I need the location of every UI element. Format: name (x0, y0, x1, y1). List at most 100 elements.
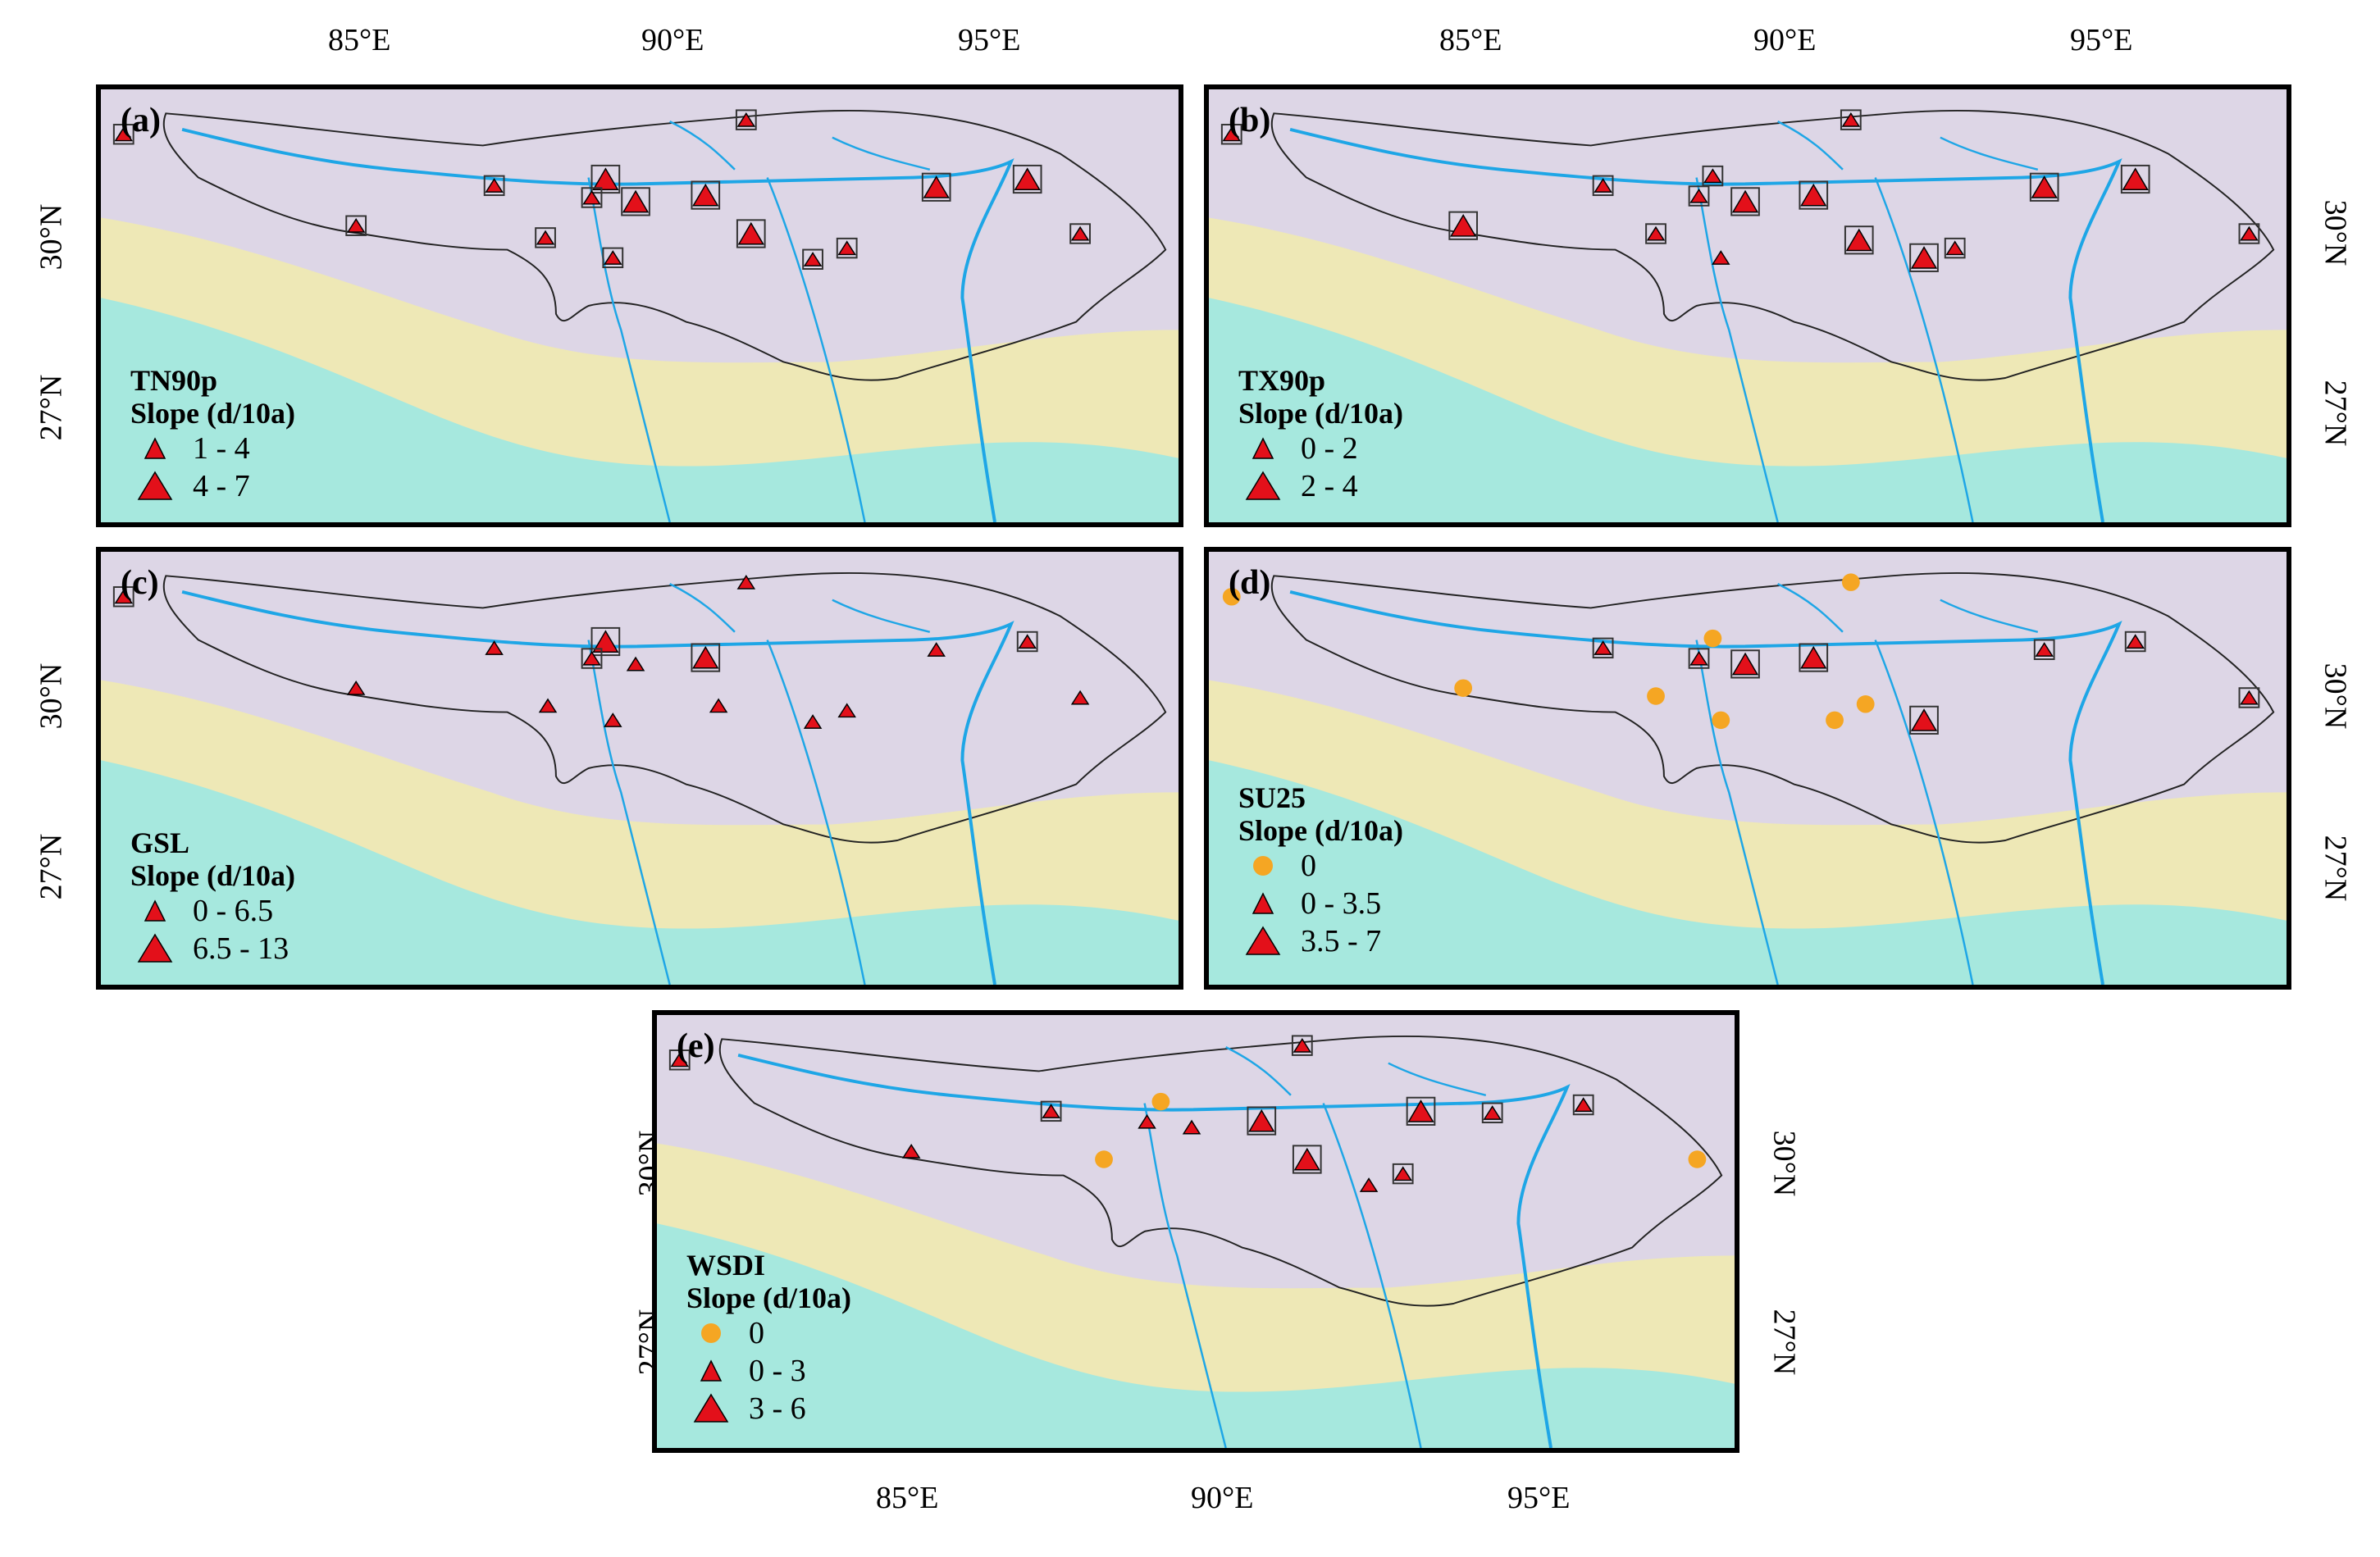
terrain-lowland-plain (101, 298, 1179, 522)
large-slope-station-marker (1910, 708, 1938, 731)
lon-label-85-right: 85°E (1439, 23, 1502, 57)
lat-label-30-d: 30°N (2318, 662, 2353, 730)
large-slope-station-marker (2031, 175, 2058, 198)
small-slope-station-marker (114, 126, 133, 142)
small-slope-station-marker (1018, 634, 1037, 649)
significant-station-box (1220, 124, 1242, 145)
significant-station-box (1688, 648, 1710, 669)
zero-slope-station-marker (1826, 711, 1844, 730)
significant-station-box (621, 187, 650, 216)
large-slope-station-marker (1731, 189, 1759, 213)
small-slope-station-marker (837, 703, 856, 718)
small-slope-station-marker (485, 178, 504, 193)
small-slope-station-marker (1483, 1105, 1502, 1120)
panel-label-a: (a) (121, 102, 161, 139)
lon-label-85-bottom: 85°E (876, 1481, 939, 1515)
significant-station-box (1392, 1163, 1414, 1185)
legend-subtitle-a: Slope (d/10a) (130, 397, 296, 430)
legend-label: 0 - 3.5 (1301, 886, 1382, 921)
basin-boundary (1270, 571, 2275, 844)
small-slope-station-marker (626, 656, 645, 672)
river-tributary (1874, 177, 1974, 522)
legend-label: 3.5 - 7 (1301, 924, 1382, 958)
significant-station-box (1016, 631, 1038, 653)
map-image-b (1209, 89, 2287, 522)
significant-station-box (1592, 175, 1614, 197)
small-slope-station-marker (670, 1052, 689, 1068)
lon-label-90-right: 90°E (1753, 23, 1817, 57)
small-slope-station-marker (582, 189, 601, 205)
legend-subtitle-d: Slope (d/10a) (1238, 814, 1404, 847)
legend-label: 4 - 7 (193, 469, 250, 503)
large-slope-station-marker (1910, 246, 1938, 269)
small-slope-station-marker (1393, 1166, 1412, 1181)
small-slope-station-marker (1646, 225, 1666, 241)
river-tributary (1777, 583, 1844, 633)
map-panel-c: (c) GSL Slope (d/10a) 0 - 6.5 6.5 - 13 (96, 547, 1183, 990)
significant-station-box (2124, 631, 2146, 653)
significant-station-box (1291, 1035, 1313, 1056)
legend-item-small-triangle-c: 0 - 6.5 (130, 892, 295, 930)
basin-boundary (1270, 109, 2275, 381)
significant-station-box (668, 1049, 691, 1071)
significant-station-box (1909, 705, 1939, 735)
large-slope-station-marker (692, 183, 719, 207)
small-slope-station-marker (536, 230, 555, 245)
legend-item-large-triangle-a: 4 - 7 (130, 467, 295, 505)
small-slope-station-marker (803, 714, 823, 729)
lat-label-27-c: 27°N (34, 833, 69, 900)
small-slope-station-marker (1359, 1177, 1379, 1192)
map-panel-e: (e) WSDI Slope (d/10a) 0 0 - 3 3 - 6 (652, 1010, 1739, 1453)
large-slope-station-marker (923, 175, 950, 198)
legend-label: 1 - 4 (193, 431, 250, 466)
lat-label-27-d: 27°N (2318, 835, 2353, 902)
large-slope-station-marker (1407, 1099, 1434, 1122)
lon-label-95-bottom: 95°E (1507, 1481, 1571, 1515)
significant-station-box (921, 172, 951, 202)
small-slope-station-marker (1689, 188, 1708, 203)
legend-label: 0 - 2 (1301, 431, 1358, 466)
small-triangle-icon (1252, 892, 1274, 914)
significant-station-box (1481, 1102, 1503, 1123)
significant-station-box (1592, 637, 1614, 659)
small-triangle-icon (1252, 437, 1274, 459)
significant-station-box (535, 227, 556, 248)
river-tributary (1143, 1103, 1227, 1448)
large-slope-station-marker (1248, 1109, 1275, 1132)
small-slope-station-marker (736, 112, 756, 127)
small-slope-station-marker (1574, 1097, 1593, 1113)
terrain-lowland-plain (1209, 760, 2287, 985)
significant-station-box (581, 187, 603, 208)
small-slope-station-marker (1703, 168, 1722, 184)
large-slope-station-marker (737, 221, 764, 245)
river-tributary (766, 640, 866, 985)
legend-label: 0 (749, 1316, 764, 1350)
large-slope-station-marker (1800, 645, 1827, 669)
panel-label-d: (d) (1229, 564, 1271, 602)
large-slope-station-marker (622, 189, 650, 213)
large-slope-station-marker (1731, 652, 1759, 676)
legend-item-circle-e: 0 (686, 1314, 851, 1352)
small-slope-station-marker (803, 252, 823, 266)
map-image-e (657, 1015, 1735, 1448)
lat-label-27-a: 27°N (34, 374, 69, 441)
main-river (181, 127, 1014, 522)
circle-icon (701, 1323, 721, 1343)
map-image-a (101, 89, 1179, 522)
significant-station-box (1406, 1096, 1436, 1126)
legend-label: 3 - 6 (749, 1391, 806, 1426)
zero-slope-station-marker (1841, 573, 1860, 591)
legend-title-e: WSDI (686, 1249, 766, 1282)
lat-label-30-a: 30°N (34, 203, 69, 271)
lon-label-90-bottom: 90°E (1191, 1481, 1254, 1515)
significant-station-box (1799, 180, 1829, 210)
lat-label-30-c: 30°N (34, 662, 69, 730)
zero-slope-station-marker (1856, 695, 1875, 713)
significant-station-box (1572, 1094, 1594, 1116)
map-panel-a: (a) TN90p Slope (d/10a) 1 - 4 4 - 7 (96, 84, 1183, 527)
river-tributary (1777, 121, 1844, 171)
significant-station-box (112, 124, 135, 145)
zero-slope-station-marker (1151, 1092, 1170, 1111)
legend-item-large-triangle-d: 3.5 - 7 (1238, 922, 1403, 960)
small-slope-station-marker (1841, 112, 1861, 127)
